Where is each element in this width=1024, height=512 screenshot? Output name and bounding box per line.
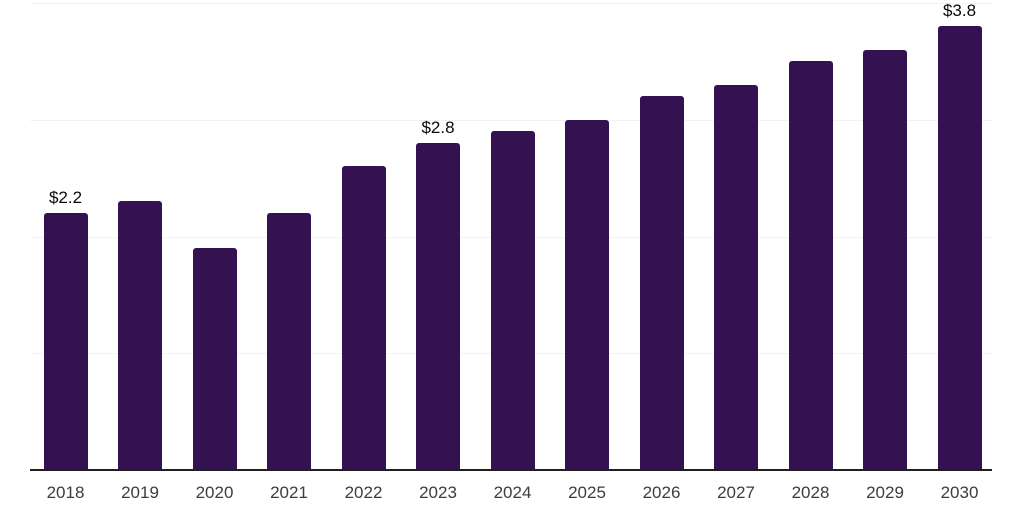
- x-tick-2020: 2020: [195, 483, 234, 502]
- x-tick-2021: 2021: [270, 483, 308, 502]
- gridline-3: [30, 119, 992, 121]
- x-tick-2026: 2026: [642, 483, 681, 502]
- x-tick-2029: 2029: [866, 483, 904, 502]
- bar-2023: [416, 143, 460, 470]
- data-label-2030: $3.8: [942, 1, 977, 21]
- gridline-4: [30, 3, 992, 4]
- x-tick-2022: 2022: [344, 483, 383, 502]
- bar-2020: [192, 248, 237, 470]
- bar-2024: [490, 131, 535, 470]
- data-label-2018: $2.2: [48, 188, 83, 208]
- data-label-2023: $2.8: [421, 118, 455, 138]
- x-tick-2019: 2019: [121, 483, 159, 502]
- bar-2030: [937, 26, 982, 470]
- x-tick-2030: 2030: [940, 483, 979, 502]
- bar-2029: [863, 49, 907, 470]
- bar-2028: [788, 61, 833, 470]
- x-axis-line: [30, 469, 992, 471]
- x-tick-2018: 2018: [46, 483, 85, 502]
- x-tick-2027: 2027: [717, 483, 755, 502]
- bar-2025: [565, 119, 609, 470]
- bar-2027: [714, 84, 758, 470]
- x-tick-2023: 2023: [419, 483, 457, 502]
- x-tick-2024: 2024: [493, 483, 532, 502]
- bar-2026: [639, 96, 684, 470]
- x-tick-2025: 2025: [568, 483, 606, 502]
- x-tick-2028: 2028: [791, 483, 830, 502]
- bar-2018: [43, 213, 88, 470]
- bar-2022: [341, 166, 386, 470]
- bar-2019: [118, 201, 162, 470]
- bar-2021: [267, 213, 311, 470]
